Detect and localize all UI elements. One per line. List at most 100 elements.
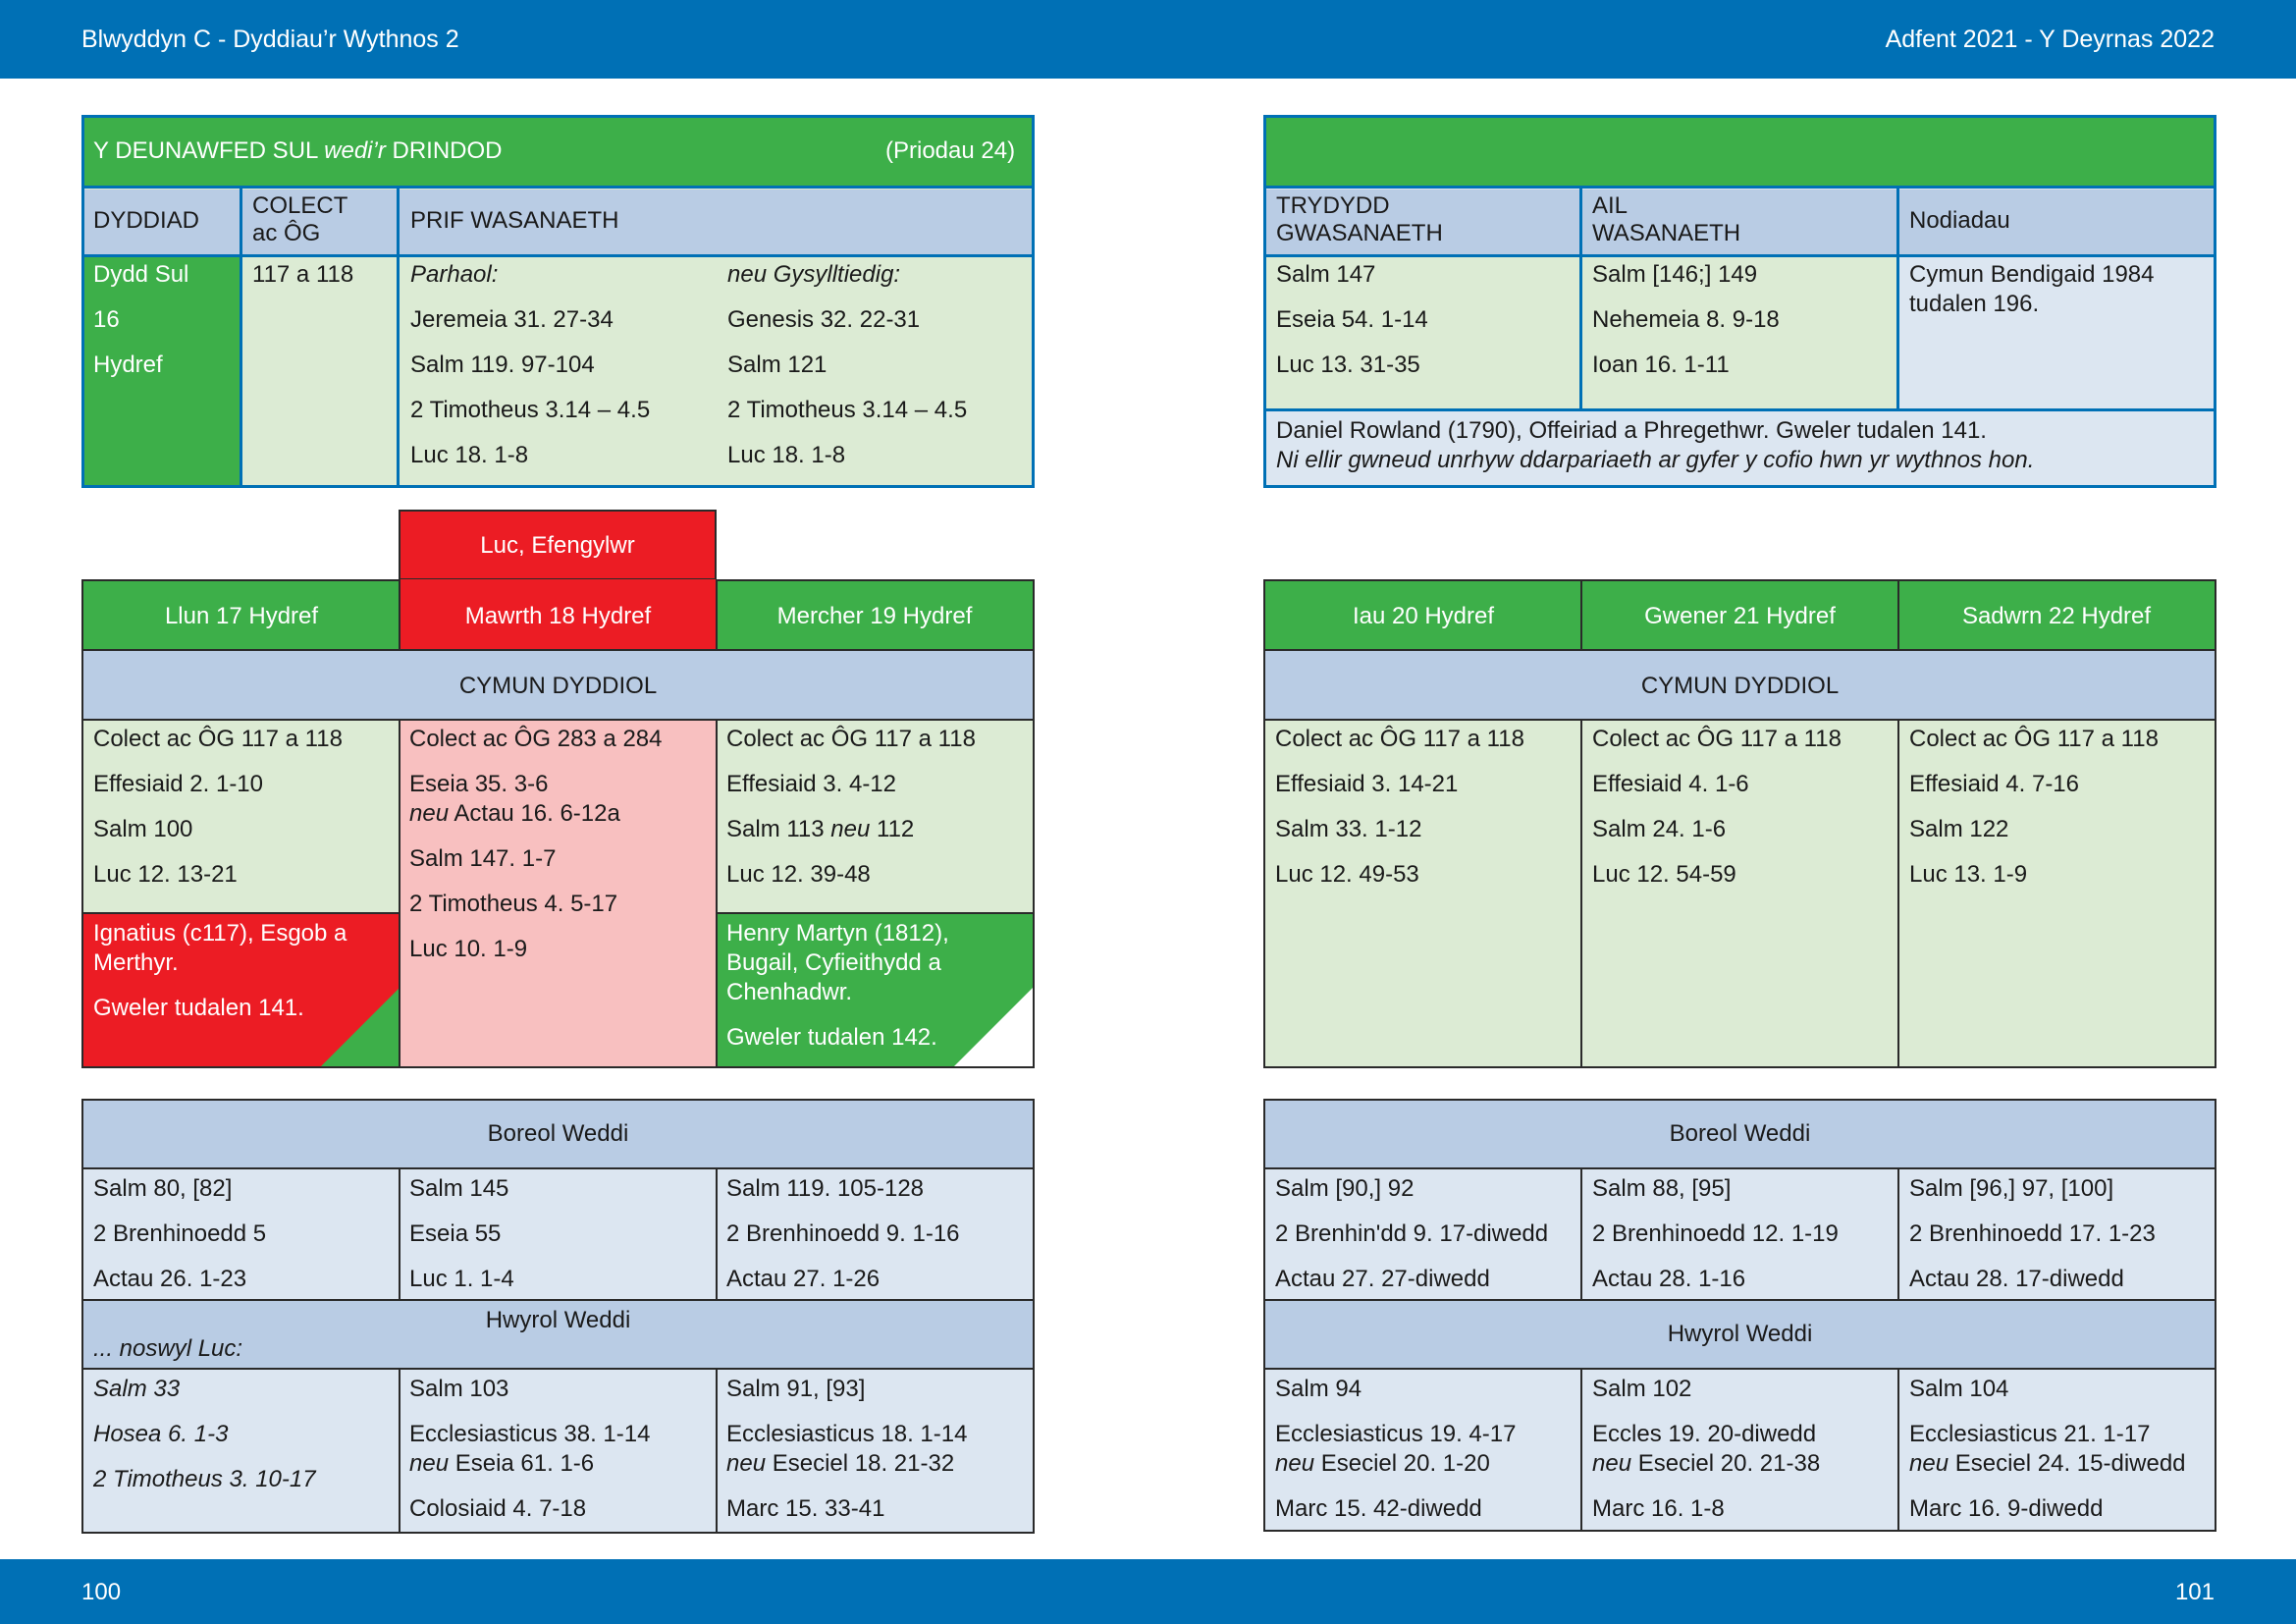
evening-reading: Ecclesiasticus 19. 4-17 bbox=[1275, 1421, 1517, 1447]
feast-banner bbox=[399, 510, 717, 580]
mon-reading: Effesiaid 2. 1-10 bbox=[93, 771, 264, 797]
evening-reading: Marc 15. 33-41 bbox=[726, 1495, 885, 1522]
sunday-date-cell bbox=[84, 257, 240, 485]
morning-reading: Eseia 55 bbox=[409, 1220, 502, 1247]
evening-title-bar-right bbox=[1265, 1301, 2215, 1369]
evening-reading: Ecclesiasticus 21. 1-17 bbox=[1909, 1421, 2151, 1447]
evening-reading: Eccles 19. 20-diwedd bbox=[1592, 1421, 1817, 1447]
morning-reading: Salm 119. 105-128 bbox=[726, 1175, 925, 1202]
mon-psalm: Salm 100 bbox=[93, 816, 193, 842]
wed-reading: Effesiaid 3. 4-12 bbox=[726, 771, 897, 797]
evening-reading: Salm 103 bbox=[409, 1376, 509, 1402]
related-reading: Genesis 32. 22-31 bbox=[727, 306, 921, 333]
daily-title-bar-right bbox=[1265, 651, 2215, 720]
notes-line: tudalen 196. bbox=[1909, 291, 2040, 317]
header-third-service: TRYDYDD GWASANAETH bbox=[1276, 192, 1443, 246]
continuous-reading: Salm 119. 97-104 bbox=[410, 352, 595, 378]
tue-epistle: 2 Timotheus 4. 5-17 bbox=[409, 891, 618, 917]
second-reading: Nehemeia 8. 9-18 bbox=[1592, 306, 1780, 333]
header-right-title: Adfent 2021 - Y Deyrnas 2022 bbox=[1885, 26, 2215, 53]
mon-collect: Colect ac ÔG 117 a 118 bbox=[93, 726, 343, 752]
morning-prayer-title: Boreol Weddi bbox=[487, 1120, 629, 1147]
fri-collect: Colect ac ÔG 117 a 118 bbox=[1592, 726, 1842, 752]
related-label: neu Gysylltiedig: bbox=[727, 261, 901, 288]
tue-collect: Colect ac ÔG 283 a 284 bbox=[409, 726, 663, 752]
tue-psalm: Salm 147. 1-7 bbox=[409, 845, 557, 872]
morning-prayer-title-right: Boreol Weddi bbox=[1669, 1120, 1811, 1147]
morning-reading: Salm [96,] 97, [100] bbox=[1909, 1175, 2114, 1202]
evening-reading-alt: neu Eseciel 20. 21-38 bbox=[1592, 1450, 1821, 1477]
header-date: DYDDIAD bbox=[93, 207, 200, 234]
third-reading: Luc 13. 31-35 bbox=[1276, 352, 1420, 378]
thu-gospel: Luc 12. 49-53 bbox=[1275, 861, 1419, 888]
sat-gospel: Luc 13. 1-9 bbox=[1909, 861, 2028, 888]
evening-reading-alt: neu Eseciel 20. 1-20 bbox=[1275, 1450, 1490, 1477]
evening-reading: Salm 102 bbox=[1592, 1376, 1692, 1402]
sunday-note: (Priodau 24) bbox=[885, 137, 1016, 164]
page-number-right: 101 bbox=[2174, 1579, 2215, 1605]
evening-reading: Salm 91, [93] bbox=[726, 1376, 866, 1402]
wed-commemoration-ref: Gweler tudalen 142. bbox=[726, 1024, 937, 1051]
evening-reading: 2 Timotheus 3. 10-17 bbox=[93, 1466, 316, 1492]
wed-gospel: Luc 12. 39-48 bbox=[726, 861, 871, 888]
morning-reading: Actau 26. 1-23 bbox=[93, 1266, 247, 1292]
mon-commemoration-line: Ignatius (c117), Esgob a bbox=[93, 920, 347, 947]
morning-reading: Actau 28. 1-16 bbox=[1592, 1266, 1746, 1292]
footnote-no-provision: Ni ellir gwneud unrhyw ddarpariaeth ar g… bbox=[1276, 447, 2035, 473]
morning-reading: Salm [90,] 92 bbox=[1275, 1175, 1415, 1202]
continuous-reading: Jeremeia 31. 27-34 bbox=[410, 306, 614, 333]
eve-of-luke-note: ... noswyl Luc: bbox=[93, 1335, 243, 1362]
continuous-reading: Luc 18. 1-8 bbox=[410, 442, 529, 468]
morning-reading: Luc 1. 1-4 bbox=[409, 1266, 514, 1292]
daily-eucharist-title-right: CYMUN DYDDIOL bbox=[1640, 673, 1840, 699]
tue-cell bbox=[400, 721, 717, 1066]
evening-reading: Marc 16. 1-8 bbox=[1592, 1495, 1725, 1522]
morning-reading: Salm 88, [95] bbox=[1592, 1175, 1732, 1202]
thu-psalm: Salm 33. 1-12 bbox=[1275, 816, 1422, 842]
continuous-reading: 2 Timotheus 3.14 – 4.5 bbox=[410, 397, 651, 423]
related-reading: Salm 121 bbox=[727, 352, 828, 378]
morning-reading: 2 Brenhin'dd 9. 17-diwedd bbox=[1275, 1220, 1549, 1247]
day-label-thu: Iau 20 Hydref bbox=[1352, 603, 1495, 629]
morning-reading: Actau 28. 17-diwedd bbox=[1909, 1266, 2124, 1292]
corner-triangle-icon bbox=[321, 988, 400, 1066]
evening-reading-alt: neu Eseia 61. 1-6 bbox=[409, 1450, 595, 1477]
morning-title-bar bbox=[83, 1101, 1033, 1168]
header-collect: COLECT ac ÔG bbox=[252, 192, 348, 246]
day-header-mon bbox=[83, 581, 400, 650]
page-header: Blwyddyn C - Dyddiau’r Wythnos 2 Adfent … bbox=[0, 0, 2296, 79]
second-reading: Ioan 16. 1-11 bbox=[1592, 352, 1730, 378]
second-reading: Salm [146;] 149 bbox=[1592, 261, 1758, 288]
evening-reading: Ecclesiasticus 38. 1-14 bbox=[409, 1421, 651, 1447]
header-left-title: Blwyddyn C - Dyddiau’r Wythnos 2 bbox=[81, 26, 459, 53]
morning-reading: Actau 27. 27-diwedd bbox=[1275, 1266, 1490, 1292]
notes-line: Cymun Bendigaid 1984 bbox=[1909, 261, 2155, 288]
day-label-sat: Sadwrn 22 Hydref bbox=[1961, 603, 2152, 629]
tue-reading: Eseia 35. 3-6 bbox=[409, 771, 549, 797]
thu-collect: Colect ac ÔG 117 a 118 bbox=[1275, 726, 1524, 752]
fri-gospel: Luc 12. 54-59 bbox=[1592, 861, 1736, 888]
fri-psalm: Salm 24. 1-6 bbox=[1592, 816, 1727, 842]
sunday-title: Y DEUNAWFED SUL wedi’r DRINDOD bbox=[93, 137, 503, 164]
sat-collect: Colect ac ÔG 117 a 118 bbox=[1909, 726, 2159, 752]
third-reading: Salm 147 bbox=[1276, 261, 1376, 288]
tue-gospel: Luc 10. 1-9 bbox=[409, 936, 528, 962]
sat-psalm: Salm 122 bbox=[1909, 816, 2009, 842]
wed-collect: Colect ac ÔG 117 a 118 bbox=[726, 726, 976, 752]
day-label-tue: Mawrth 18 Hydref bbox=[464, 603, 652, 629]
thu-reading: Effesiaid 3. 14-21 bbox=[1275, 771, 1459, 797]
sunday-header-row-right bbox=[1266, 189, 2214, 254]
continuous-label: Parhaol: bbox=[410, 261, 499, 288]
wed-commemoration-line: Chenhadwr. bbox=[726, 979, 853, 1005]
header-main-service: PRIF WASANAETH bbox=[410, 207, 619, 234]
header-notes: Nodiadau bbox=[1909, 207, 2010, 234]
evening-prayer-title: Hwyrol Weddi bbox=[485, 1307, 631, 1333]
evening-prayer-title-right: Hwyrol Weddi bbox=[1667, 1321, 1813, 1347]
sunday-date-day: Dydd Sul bbox=[93, 261, 189, 288]
morning-reading: Actau 27. 1-26 bbox=[726, 1266, 881, 1292]
header-second-service: AIL WASANAETH bbox=[1592, 192, 1741, 246]
page-footer: 100 101 bbox=[0, 1559, 2296, 1624]
day-header-row-right bbox=[1265, 581, 2215, 650]
evening-reading: Salm 33 bbox=[93, 1376, 181, 1402]
evening-title-bar bbox=[83, 1301, 1033, 1369]
